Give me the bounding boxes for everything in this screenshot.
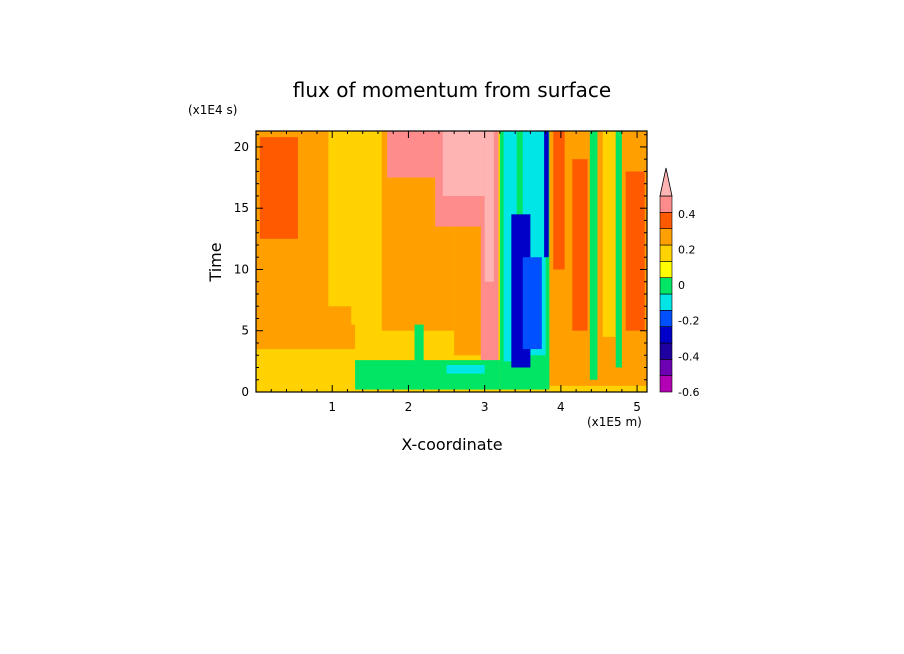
colorbar-band	[659, 310, 673, 327]
colorbar-tick-label: -0.2	[678, 315, 699, 328]
x-tick-label: 3	[481, 400, 489, 414]
colorbar-band	[659, 228, 673, 246]
x-unit-label: (x1E5 m)	[587, 415, 642, 429]
contour-region	[259, 137, 298, 239]
contour-region	[522, 257, 542, 350]
y-unit-label: (x1E4 s)	[188, 103, 237, 117]
colorbar-overflow-arrow	[659, 167, 673, 197]
colorbar-band	[659, 277, 673, 295]
colorbar-tick-label: 0	[678, 279, 685, 292]
x-tick-label: 5	[633, 400, 641, 414]
contour-region	[328, 131, 356, 307]
colorbar-band	[659, 293, 673, 311]
colorbar: 0.4 0.2 0 -0.2 -0.4 -0.6	[659, 167, 699, 399]
contour-regions	[256, 131, 647, 392]
colorbar-band	[659, 375, 673, 393]
contour-region	[553, 131, 565, 270]
y-axis-label: Time	[206, 242, 225, 282]
colorbar-tick-label: 0.2	[678, 243, 696, 256]
colorbar-band	[659, 326, 673, 344]
contour-region	[625, 171, 645, 331]
y-tick-label: 20	[234, 140, 249, 154]
y-tick-label: 15	[234, 201, 249, 215]
y-tick-label: 0	[241, 385, 249, 399]
contour-region	[484, 131, 494, 282]
contour-region	[351, 131, 382, 325]
contour-region	[602, 131, 616, 337]
colorbar-band	[659, 261, 673, 278]
y-tick-label: 5	[241, 324, 249, 338]
colorbar-band	[659, 195, 673, 213]
colorbar-tick-label: -0.6	[678, 386, 699, 399]
x-tick-label: 4	[557, 400, 565, 414]
contour-region	[572, 159, 588, 331]
x-tick-label: 1	[328, 400, 336, 414]
colorbar-band	[659, 212, 673, 229]
contour-region	[589, 131, 598, 380]
contour-region	[544, 131, 549, 258]
contour-region	[355, 360, 500, 390]
contour-region	[446, 365, 485, 374]
chart-title: flux of momentum from surface	[293, 78, 611, 102]
y-tick-label: 10	[234, 262, 249, 276]
colorbar-band	[659, 244, 673, 262]
y-axis: 0 5 10 15 20	[234, 134, 647, 399]
colorbar-band	[659, 359, 673, 376]
colorbar-tick-label: 0.4	[678, 208, 696, 221]
contour-region	[442, 131, 485, 196]
contour-region	[615, 131, 622, 368]
colorbar-tick-label: -0.4	[678, 350, 699, 363]
x-axis: 1 2 3 4 5	[270, 131, 641, 414]
contour-region	[414, 324, 424, 362]
x-tick-label: 2	[405, 400, 413, 414]
plot-frame	[255, 130, 648, 393]
x-axis-label: X-coordinate	[401, 435, 502, 454]
colorbar-band	[659, 342, 673, 360]
contour-region	[387, 131, 436, 178]
